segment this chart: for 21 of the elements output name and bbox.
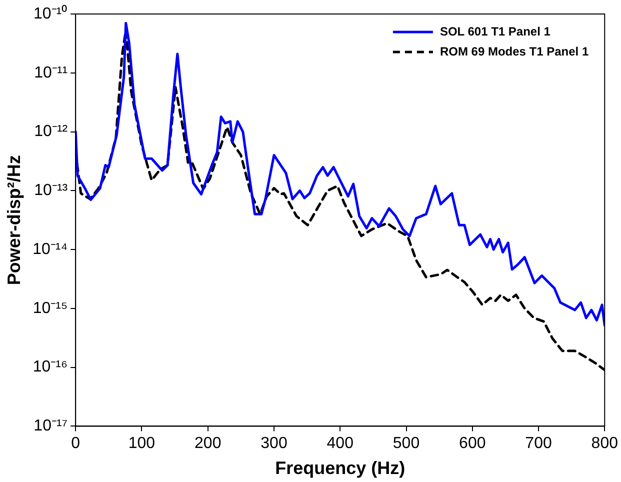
x-tick-label: 600 xyxy=(459,435,486,452)
y-tick-label: 10⁻¹⁵ xyxy=(32,300,68,317)
y-tick-label: 10⁻¹² xyxy=(34,123,68,140)
x-tick-label: 800 xyxy=(591,435,618,452)
legend-label: ROM 69 Modes T1 Panel 1 xyxy=(440,44,589,58)
x-tick-label: 400 xyxy=(326,435,354,452)
x-tick-label: 0 xyxy=(71,435,80,452)
y-axis-title: Power-disp²/Hz xyxy=(4,155,24,286)
y-tick-label: 10⁻¹⁴ xyxy=(32,240,68,258)
y-tick-label: 10⁻¹⁶ xyxy=(32,358,68,376)
y-tick-label: 10⁻¹⁰ xyxy=(33,4,68,22)
x-tick-label: 300 xyxy=(260,435,288,452)
x-tick-label: 100 xyxy=(128,435,156,452)
y-tick-label: 10⁻¹¹ xyxy=(34,64,68,82)
x-tick-label: 500 xyxy=(392,435,420,452)
y-tick-label: 10⁻¹³ xyxy=(34,182,68,200)
x-tick-label: 700 xyxy=(525,435,552,452)
x-tick-label: 200 xyxy=(194,435,222,452)
legend-label: SOL 601 T1 Panel 1 xyxy=(440,24,551,38)
y-tick-label: 10⁻¹⁷ xyxy=(34,418,68,435)
x-axis-title: Frequency (Hz) xyxy=(275,458,406,478)
